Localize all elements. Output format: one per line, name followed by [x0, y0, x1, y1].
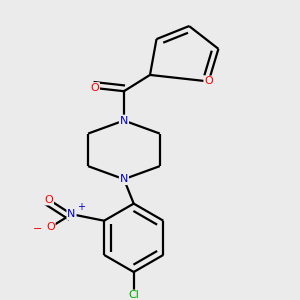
Text: O: O: [44, 194, 53, 205]
Text: O: O: [46, 222, 55, 232]
Text: −: −: [33, 224, 43, 234]
Text: +: +: [76, 202, 85, 212]
Text: O: O: [204, 76, 213, 86]
Text: N: N: [67, 209, 76, 219]
Text: Cl: Cl: [128, 290, 139, 300]
Text: O: O: [90, 83, 99, 93]
Text: N: N: [120, 174, 128, 184]
Text: N: N: [120, 116, 128, 125]
